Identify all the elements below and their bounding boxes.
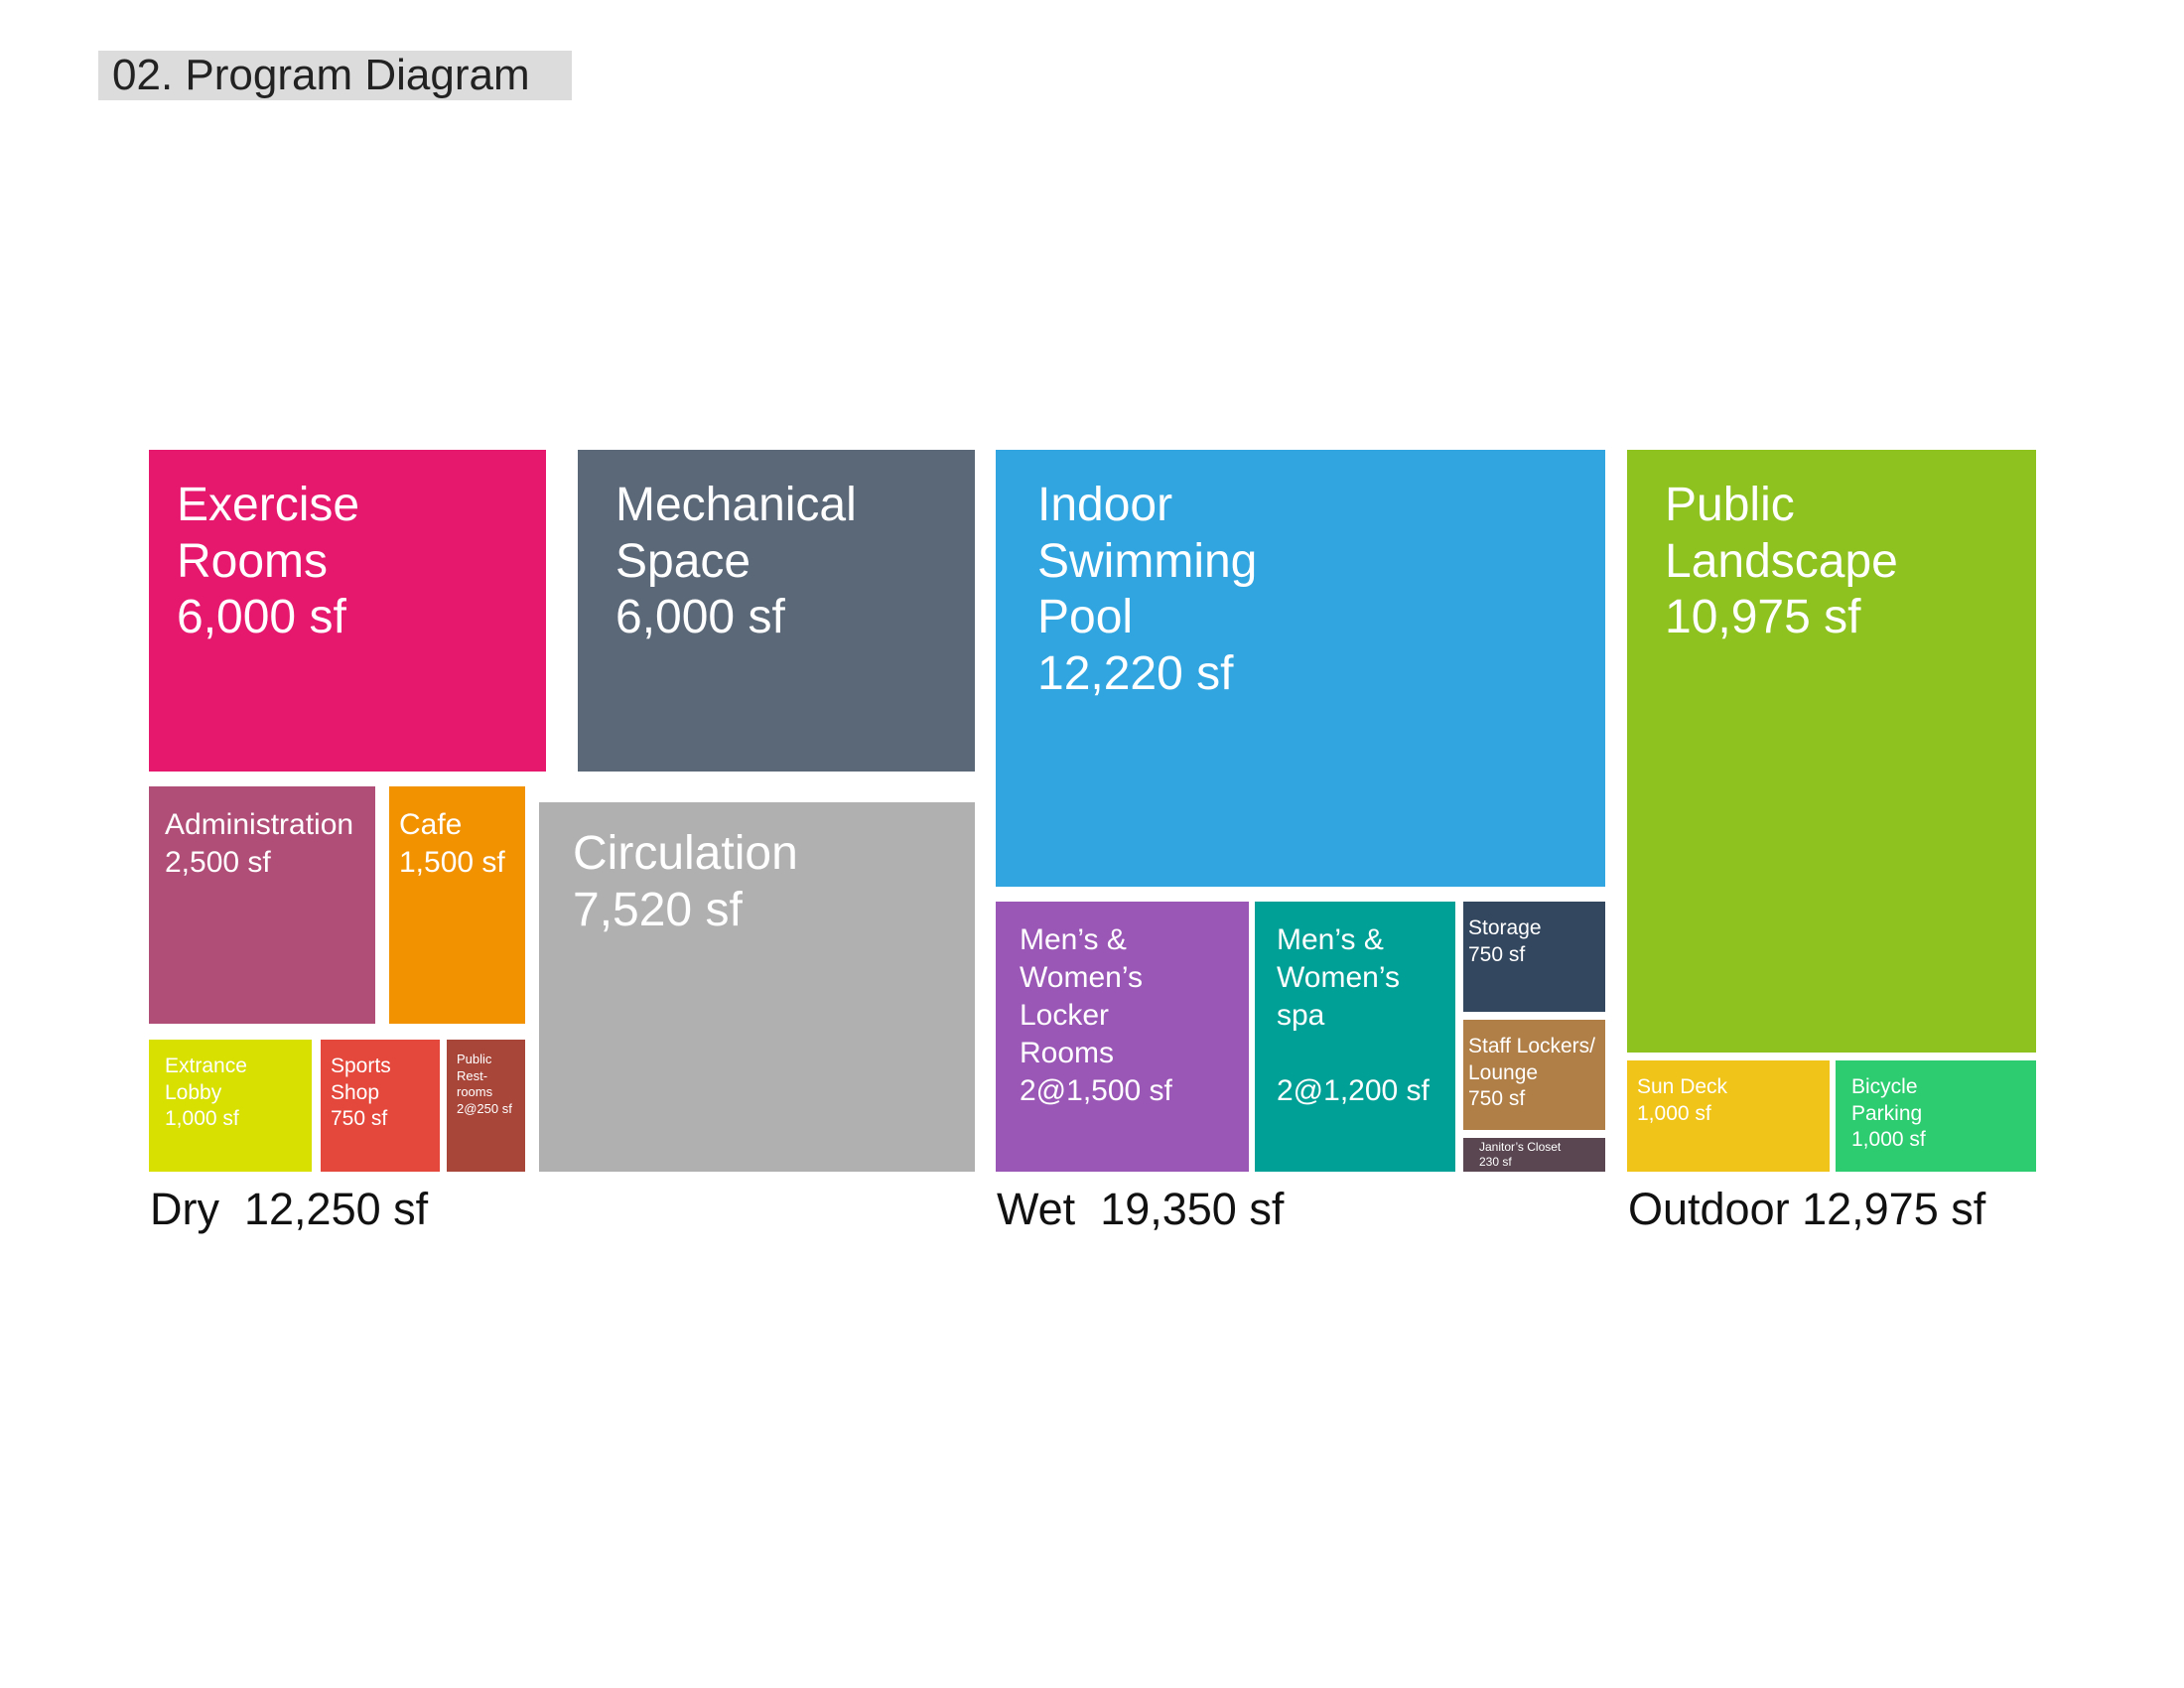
box-area: 230 sf xyxy=(1479,1155,1512,1170)
box-area: 1,000 sf xyxy=(1637,1101,1711,1125)
box-label: Landscape xyxy=(1665,534,1898,588)
box-label: Janitor’s Closet xyxy=(1479,1140,1562,1154)
group-total: Outdoor 12,975 sf xyxy=(1628,1184,1986,1234)
program-box: Public Landscape 10,975 sf xyxy=(1627,450,2036,1053)
box-label: Lobby xyxy=(165,1080,222,1104)
program-box: Janitor’s Closet 230 sf xyxy=(1463,1138,1605,1172)
box-label: Rooms xyxy=(177,534,329,588)
program-box: Extrance Lobby 1,000 sf xyxy=(149,1040,312,1172)
program-box: Men’s & Women’s Locker Rooms 2@1,500 sf xyxy=(996,902,1249,1172)
box-area: 1,000 sf xyxy=(165,1107,239,1131)
box-label: Men’s & xyxy=(1020,923,1127,956)
box-label: Women’s xyxy=(1020,961,1143,995)
box-area: 6,000 sf xyxy=(615,591,785,644)
box-label: Men’s & xyxy=(1277,923,1384,956)
box-area: 1,500 sf xyxy=(399,846,505,880)
page-title: 02. Program Diagram xyxy=(98,51,572,100)
box-label: Bicycle xyxy=(1851,1075,1918,1098)
program-box: Sports Shop 750 sf xyxy=(321,1040,440,1172)
box-label: Rooms xyxy=(1020,1037,1115,1070)
box-area: 6,000 sf xyxy=(177,591,346,644)
group-total: Wet 19,350 sf xyxy=(997,1184,1285,1234)
box-label: Locker xyxy=(1020,999,1110,1033)
box-label: Indoor xyxy=(1037,479,1173,531)
box-label: Sun Deck xyxy=(1637,1075,1728,1098)
box-area: 750 sf xyxy=(1468,942,1526,966)
program-box: Public Rest-rooms 2@250 sf xyxy=(447,1040,525,1172)
program-box: Storage 750 sf xyxy=(1463,902,1605,1012)
group-total: Dry 12,250 sf xyxy=(150,1184,429,1234)
program-box: Cafe 1,500 sf xyxy=(389,786,525,1024)
box-area: 2,500 sf xyxy=(165,846,271,880)
box-area: 7,520 sf xyxy=(573,883,743,936)
box-label: Circulation xyxy=(573,827,798,880)
box-label: rooms xyxy=(457,1084,493,1099)
box-label: Cafe xyxy=(399,808,463,841)
box-label: Lounge xyxy=(1468,1060,1539,1084)
box-label: Mechanical xyxy=(615,479,857,531)
box-area: 2@250 sf xyxy=(457,1100,512,1116)
box-label: Pool xyxy=(1037,591,1134,644)
program-box: Indoor Swimming Pool 12,220 sf xyxy=(996,450,1605,887)
box-area: 750 sf xyxy=(331,1107,388,1131)
box-label: Administration xyxy=(165,808,354,841)
box-label: Storage xyxy=(1468,916,1542,939)
box-label: Sports xyxy=(331,1055,391,1077)
box-label: Women’s xyxy=(1277,961,1400,995)
box-area: 12,220 sf xyxy=(1037,646,1234,700)
box-label: Exercise xyxy=(177,479,360,531)
program-box: Bicycle Parking 1,000 sf xyxy=(1836,1060,2036,1172)
box-label: Shop xyxy=(331,1080,380,1104)
program-box: Mechanical Space 6,000 sf xyxy=(578,450,975,772)
program-box: Circulation 7,520 sf xyxy=(539,802,975,1172)
box-area: 2@1,200 sf xyxy=(1277,1074,1430,1108)
box-area: 2@1,500 sf xyxy=(1020,1074,1172,1108)
box-area: 10,975 sf xyxy=(1665,591,1861,644)
box-label: Space xyxy=(615,534,751,588)
program-box: Staff Lockers/Lounge 750 sf xyxy=(1463,1020,1605,1130)
box-label: Swimming xyxy=(1037,534,1258,588)
box-label: Public xyxy=(1665,479,1795,531)
box-label: Parking xyxy=(1851,1101,1923,1125)
box-label: Public xyxy=(457,1052,492,1066)
box-label: Extrance xyxy=(165,1055,247,1077)
box-area: 750 sf xyxy=(1468,1087,1526,1111)
program-box: Administration 2,500 sf xyxy=(149,786,375,1024)
program-box: Exercise Rooms 6,000 sf xyxy=(149,450,546,772)
box-label: Rest- xyxy=(457,1067,488,1083)
box-label: Staff Lockers/ xyxy=(1468,1035,1596,1057)
program-box: Sun Deck 1,000 sf xyxy=(1627,1060,1830,1172)
box-area: 1,000 sf xyxy=(1851,1128,1926,1152)
program-box: Men’s & Women’s spa 2@1,200 sf xyxy=(1255,902,1455,1172)
box-label: spa xyxy=(1277,999,1325,1033)
